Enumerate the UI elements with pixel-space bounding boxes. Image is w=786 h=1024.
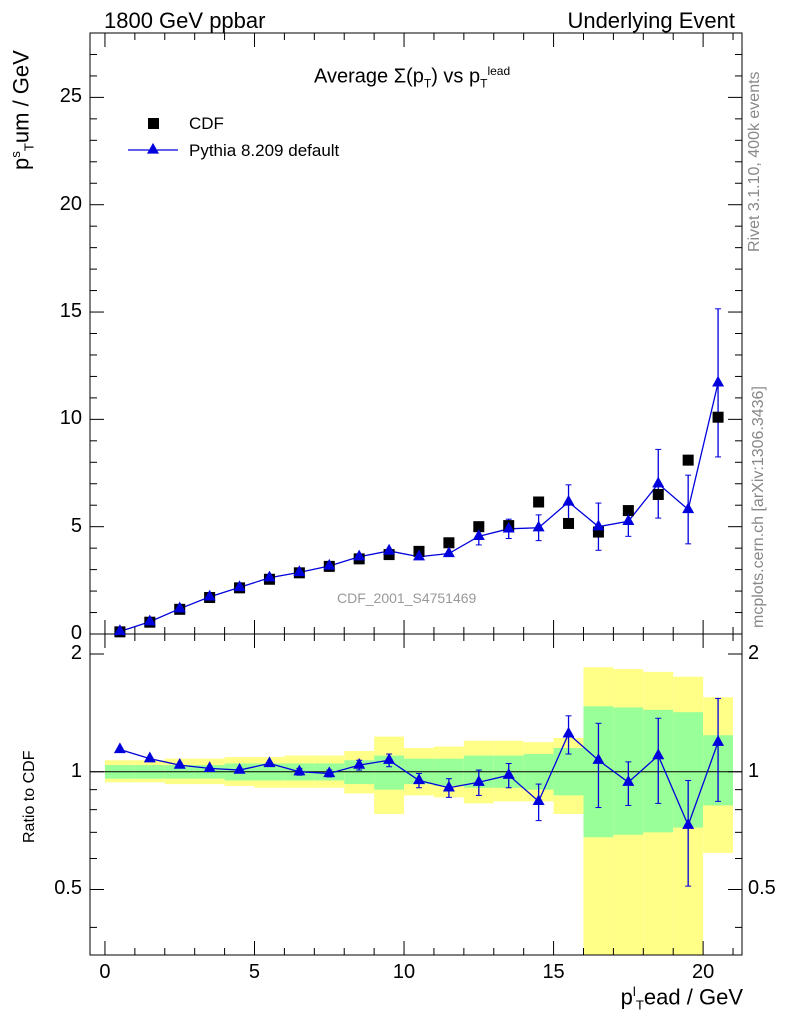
pythia-main-point-8 bbox=[353, 549, 366, 561]
pythia-ratio-point-1 bbox=[143, 751, 156, 763]
pythia-main-point-14 bbox=[532, 520, 545, 532]
pythia-ratio-point-19 bbox=[682, 818, 695, 829]
pythia-ratio-point-8 bbox=[353, 757, 366, 769]
cdf-point-14 bbox=[533, 496, 545, 508]
header-left: 1800 GeV ppbar bbox=[104, 8, 266, 33]
ratio-y-axis-label: Ratio to CDF bbox=[21, 750, 38, 843]
pythia-ratio-point-0 bbox=[113, 742, 126, 754]
pythia-main-point-1 bbox=[143, 614, 156, 626]
cdf-point-17 bbox=[622, 505, 634, 517]
pythia-ratio-point-4 bbox=[233, 762, 246, 774]
x-tick-label-1: 5 bbox=[248, 961, 261, 983]
pythia-ratio-point-5 bbox=[263, 756, 276, 768]
pythia-main-point-16 bbox=[592, 519, 605, 531]
pythia-main-point-19 bbox=[682, 502, 695, 514]
cdf-point-11 bbox=[443, 537, 455, 549]
ratio-y-tick-label-right-2: 2 bbox=[748, 642, 760, 664]
cdf-point-15 bbox=[563, 517, 575, 529]
watermark-analysis-id: CDF_2001_S4751469 bbox=[337, 590, 477, 606]
ratio-y-tick-label-left-2: 2 bbox=[70, 642, 82, 664]
data-markers bbox=[113, 375, 725, 829]
pythia-ratio-point-11 bbox=[442, 780, 455, 792]
pythia-main-point-17 bbox=[622, 514, 635, 525]
pythia-main-point-15 bbox=[562, 494, 575, 506]
pythia-main-point-11 bbox=[442, 546, 455, 558]
x-tick-label-4: 20 bbox=[691, 961, 715, 983]
main-y-tick-label-3: 15 bbox=[59, 300, 82, 323]
pythia-main-point-12 bbox=[472, 529, 485, 541]
ratio-y-tick-label-left-1: 1 bbox=[70, 759, 82, 782]
ratio-y-tick-label-right-1: 1 bbox=[748, 759, 760, 782]
mcplots-label: mcplots.cern.ch [arXiv:1306.3436] bbox=[750, 386, 767, 628]
legend bbox=[128, 118, 178, 154]
title-sub1: T bbox=[423, 76, 432, 91]
main-y-tick-label-5: 25 bbox=[59, 85, 82, 108]
main-y-tick-label-0: 0 bbox=[70, 622, 82, 644]
pythia-ratio-point-16 bbox=[592, 753, 605, 764]
pythia-ratio-point-6 bbox=[293, 764, 306, 776]
pythia-main-point-6 bbox=[293, 565, 306, 577]
pythia-ratio-point-20 bbox=[712, 735, 725, 746]
cdf-point-20 bbox=[712, 411, 724, 423]
pythia-main-point-2 bbox=[173, 601, 186, 613]
pythia-ratio-point-10 bbox=[412, 773, 425, 785]
pythia-main-point-4 bbox=[233, 580, 246, 592]
cdf-point-18 bbox=[652, 488, 664, 500]
main-y-tick-label-2: 10 bbox=[59, 407, 82, 430]
pythia-ratio-point-3 bbox=[203, 761, 216, 773]
title-mid: ) vs p bbox=[431, 65, 481, 88]
legend-marker-pythia bbox=[147, 142, 159, 154]
axis-ticks bbox=[90, 33, 742, 955]
pythia-main-point-10 bbox=[412, 549, 425, 561]
pythia-ratio-point-17 bbox=[622, 775, 635, 786]
x-axis-label: plTead / GeV bbox=[620, 984, 743, 1013]
pythia-main-point-9 bbox=[383, 543, 396, 555]
x-tick-label-0: 0 bbox=[99, 961, 111, 983]
pythia-main-point-7 bbox=[323, 558, 336, 570]
title-sub2: T bbox=[480, 76, 488, 91]
pythia-main-point-18 bbox=[652, 476, 665, 488]
pythia-main-point-5 bbox=[263, 570, 276, 582]
main-y-tick-label-1: 5 bbox=[70, 514, 82, 537]
main-plot-title: Average Σ(pT) vs pTlead bbox=[314, 64, 510, 91]
legend-marker-cdf bbox=[148, 118, 159, 129]
ratio-y-tick-label-left-0: 0.5 bbox=[54, 877, 82, 900]
pythia-ratio-point-13 bbox=[502, 768, 515, 779]
pythia-main-point-13 bbox=[502, 521, 515, 533]
cdf-point-12 bbox=[473, 521, 485, 533]
title-sup2: lead bbox=[487, 64, 511, 78]
main-panel-frame bbox=[89, 32, 743, 635]
cdf-point-19 bbox=[682, 454, 694, 466]
pythia-ratio-point-18 bbox=[652, 748, 665, 760]
pythia-ratio-point-2 bbox=[173, 757, 186, 769]
pythia-main-point-0 bbox=[113, 624, 126, 636]
pythia-main-point-20 bbox=[712, 375, 725, 387]
ratio-panel-frame bbox=[89, 633, 743, 956]
title-main: Average Σ(p bbox=[314, 65, 424, 88]
x-tick-label-3: 15 bbox=[542, 961, 565, 983]
ratio-y-tick-label-right-0: 0.5 bbox=[748, 877, 776, 900]
pythia-ratio-point-7 bbox=[323, 766, 336, 778]
main-y-axis-label: psTum / GeV bbox=[8, 50, 37, 170]
pythia-ratio-point-9 bbox=[383, 753, 396, 764]
ratio-uncertainty-bands bbox=[104, 667, 734, 955]
legend-label-cdf: CDF bbox=[189, 114, 224, 133]
pythia-main-point-3 bbox=[203, 589, 216, 601]
legend-label-pythia: Pythia 8.209 default bbox=[189, 141, 340, 160]
cdf-point-16 bbox=[592, 526, 604, 538]
pythia-ratio-point-12 bbox=[472, 775, 485, 786]
x-tick-label-2: 10 bbox=[392, 961, 416, 983]
pythia-ratio-point-14 bbox=[532, 794, 545, 806]
rivet-version-label: Rivet 3.1.10, 400k events bbox=[746, 71, 763, 252]
header-right: Underlying Event bbox=[567, 8, 735, 33]
main-y-tick-label-4: 20 bbox=[59, 192, 82, 215]
pythia-ratio-point-15 bbox=[562, 726, 575, 738]
